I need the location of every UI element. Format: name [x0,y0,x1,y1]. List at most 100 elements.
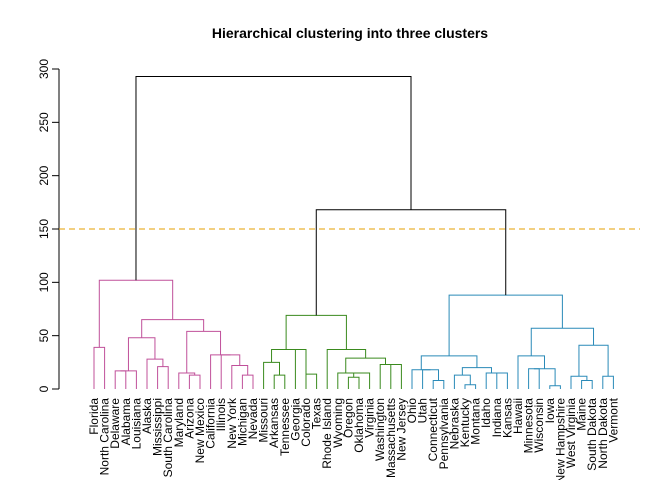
leaf-label: Georgia [288,398,302,441]
y-tick-label: 300 [37,59,51,79]
leaf-label: Virginia [363,398,377,438]
merge-link [271,349,301,363]
leaf-label: Idaho [479,398,493,428]
merge-link [530,327,595,356]
leaf-label: Louisiana [129,398,143,450]
merge-link [220,354,241,389]
merge-link [448,294,563,356]
merge-link [141,319,205,338]
leaf-label: New York [225,397,239,449]
merge-link [485,372,498,389]
leaf-label: Ohio [405,398,419,424]
leaf-label: New Jersey [394,398,408,461]
merge-link [570,375,588,389]
leaf-label: Kansas [500,398,514,438]
leaf-label: Pennsylvania [437,398,451,470]
leaf-label: Arizona [182,398,196,439]
merge-link [114,370,127,389]
y-tick-label: 250 [37,112,51,132]
leaf-label: Michigan [235,398,249,446]
merge-link [120,370,137,389]
leaf-label: California [204,398,218,449]
leaf-label: Minnesota [522,398,536,454]
merge-link [581,379,593,389]
merge-link [533,368,556,386]
merge-link [453,374,471,389]
merge-link [135,75,412,281]
leaf-label: Wisconsin [532,398,546,453]
leaf-label: Maryland [172,398,186,447]
merge-link [385,363,402,389]
merge-link [464,384,477,389]
merge-link [326,349,367,389]
leaf-label: Nevada [246,398,260,440]
merge-link [347,376,360,389]
merge-link [127,337,156,371]
leaf-label: Utah [416,398,430,423]
leaf-label: Colorado [299,398,313,447]
leaf-label: New Hampshire [553,398,567,480]
merge-link [491,372,508,389]
merge-link [528,368,540,389]
merge-link [432,379,445,389]
y-axis: 0 50 100 150 200 250 300 [37,59,60,392]
merge-link [549,385,561,389]
leaf-label: Connecticut [426,397,440,461]
leaf-label: Iowa [543,398,557,424]
merge-link [422,369,439,389]
merge-link [337,372,355,389]
leaf-label: Nebraska [447,398,461,450]
leaf-label: West Virginia [564,398,578,469]
merge-link [315,209,507,316]
merge-link [146,358,164,389]
leaf-label: Illinois [214,398,228,431]
merge-link [411,369,431,389]
merge-link [210,354,231,389]
leaf-label: New Mexico [193,398,207,464]
merge-link [379,363,392,389]
leaf-label: Oklahoma [352,398,366,453]
leaf-label: Mississippi [151,398,165,456]
merge-link [273,374,286,389]
leaf-label: Alaska [140,398,154,434]
merge-link [345,372,371,389]
merge-link [578,344,609,377]
leaf-label: Tennessee [278,398,292,456]
leaf-label: Texas [310,398,324,429]
merge-link [93,346,106,389]
leaf-label: North Dakota [596,398,610,469]
y-tick-label: 50 [37,329,51,343]
y-tick-label: 150 [37,219,51,239]
dendrogram-tree [93,75,614,389]
leaf-label: North Carolina [98,398,112,476]
merge-link [294,349,307,389]
merge-link [157,366,169,389]
merge-link [305,373,318,389]
merge-link [241,374,254,389]
leaf-label: Montana [469,398,483,445]
merge-link [186,330,222,373]
leaf-label: Indiana [490,398,504,438]
leaf-label: Rhode Island [320,398,334,469]
y-tick-label: 100 [37,272,51,292]
leaf-label: Delaware [108,398,122,449]
leaf-label: Hawaii [511,398,525,434]
leaf-label: Florida [87,398,101,435]
leaf-label: Missouri [257,398,271,443]
y-tick-label: 200 [37,165,51,185]
leaf-label: Arkansas [267,398,281,448]
leaf-label: Wyoming [331,398,345,448]
merge-link [602,375,614,389]
merge-link [461,367,492,376]
y-tick-label: 0 [37,385,51,392]
merge-link [517,355,545,389]
leaf-label: Washington [373,398,387,461]
merge-link [263,361,280,389]
leaf-label: Vermont [606,397,620,442]
merge-link [345,357,386,373]
merge-link [231,365,249,389]
leaf-label: South Dakota [585,398,599,471]
leaf-label: Maine [575,398,589,431]
